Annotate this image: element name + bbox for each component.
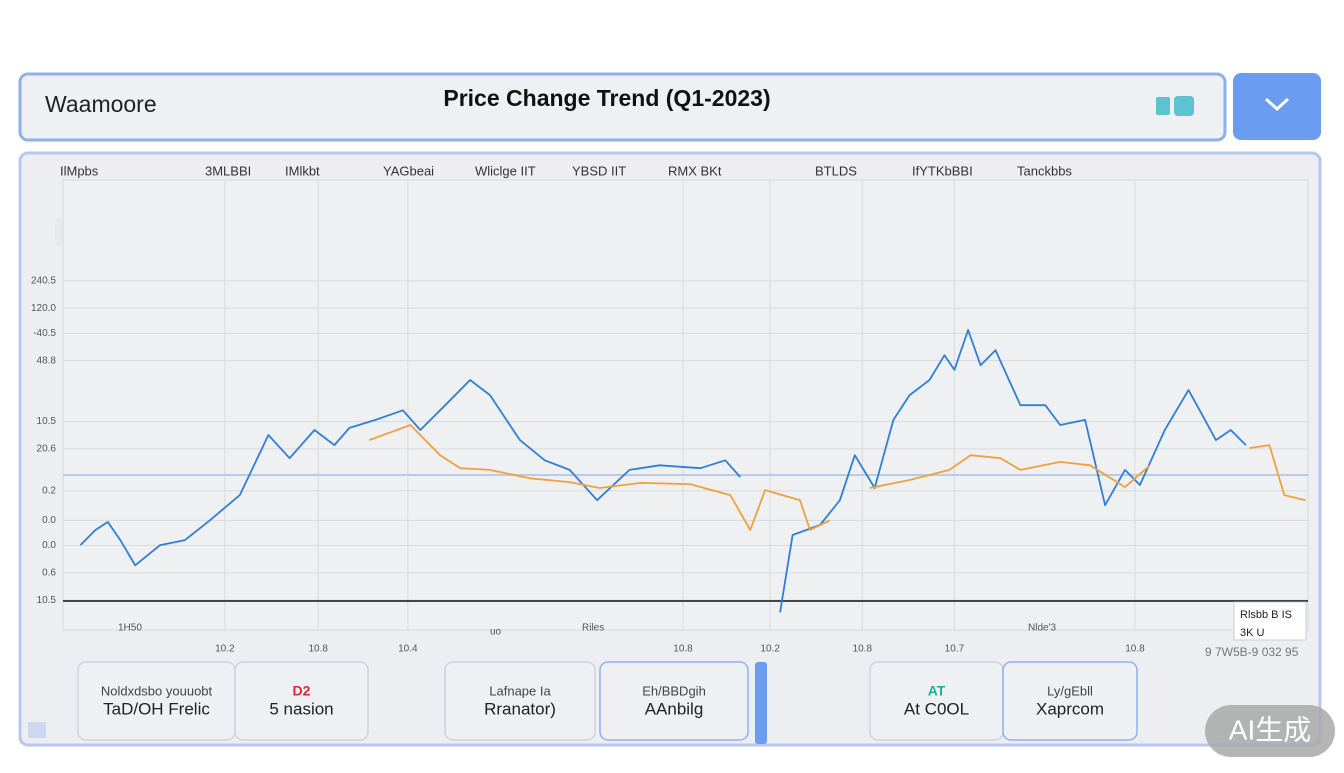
card-caption: Ly/gEbll [1047,683,1093,698]
watermark-bg [1205,705,1335,757]
column-header: IlMpbs [60,163,99,178]
annotation: Riles [582,623,604,634]
header-bar [18,72,1227,142]
y-tick-label: 0.6 [42,567,56,578]
card[interactable] [234,661,369,741]
card-label: AAnbilg [645,699,704,718]
x-tick-label: 10.2 [760,644,780,655]
y-tick-label: 10.5 [37,595,57,606]
column-header: RMX BKt [668,163,722,178]
column-header: 3MLBBI [205,163,251,178]
column-header: YBSD IIT [572,163,626,178]
close-icon [1264,97,1290,112]
card-label: TaD/OH Frelic [103,699,210,718]
y-tick-label: 10.5 [37,416,57,427]
card-caption: D2 [293,683,311,699]
y-tick-label: -40.5 [33,328,56,339]
icon[interactable] [1174,96,1194,116]
app-name: Waamoore [45,91,157,117]
plot-area [62,179,1309,631]
y-tick-label: 20.6 [37,444,57,455]
column-header: IMlkbt [285,163,320,178]
annotation: 1H50 [118,623,142,634]
column-header: Wliclge IIT [475,163,536,178]
column-header: IfYTKbBBI [912,163,973,178]
card-label: Rranator) [484,699,556,718]
corner-icon [28,722,46,738]
watermark: AI生成 [1229,714,1311,745]
x-tick-label: 10.2 [215,644,235,655]
legend-text: Rlsbb B IS [1240,609,1292,621]
close-button[interactable] [1233,73,1321,140]
y-tick-label: 120.0 [31,303,56,314]
y-tick-label: 0.0 [42,540,56,551]
chart: 240.5 120.0 -40.5 48.8 10.5 20.6 0.2 0.0 0.0 0.6 1… [31,179,1309,659]
icon[interactable] [1156,97,1170,115]
y-tick-label: 240.5 [31,275,56,286]
x-tick-label: 10.4 [398,644,418,655]
x-tick-label: 10.8 [853,644,873,655]
x-tick-label: 10.8 [673,644,693,655]
annotation: uo [490,627,502,638]
card[interactable] [444,661,596,741]
card-caption: AT [928,683,946,699]
card[interactable] [599,661,749,741]
card-label: At C0OL [904,699,969,718]
card-label: Xaprcom [1036,699,1104,718]
column-header: Tanckbbs [1017,163,1072,178]
legend-text: 3K U [1240,627,1265,639]
y-tick-label: 0.2 [42,486,56,497]
annotation: Nlde'3 [1028,623,1056,634]
x-tick-label: 10.7 [945,644,965,655]
card-label: 5 nasion [269,699,333,718]
column-header: YAGbeai [383,163,434,178]
page-title: Price Change Trend (Q1-2023) [443,85,770,111]
legend-box [1233,601,1307,641]
series-line [79,329,1247,613]
series-line [368,424,1306,531]
y-tick-label: 0.0 [42,515,56,526]
card-caption: Lafnape Ia [489,683,551,698]
slider[interactable] [755,662,767,744]
card[interactable] [1002,661,1138,741]
y-tick-label: 48.8 [37,355,57,366]
x-tick-label: 10.8 [1125,644,1145,655]
column-header: BTLDS [815,163,857,178]
footer-text: 9 7W5B-9 032 95 [1205,645,1299,659]
x-tick-label: 10.8 [308,644,328,655]
card-caption: Noldxdsbo youuobt [101,683,213,698]
card-caption: Eh/BBDgih [642,683,706,698]
